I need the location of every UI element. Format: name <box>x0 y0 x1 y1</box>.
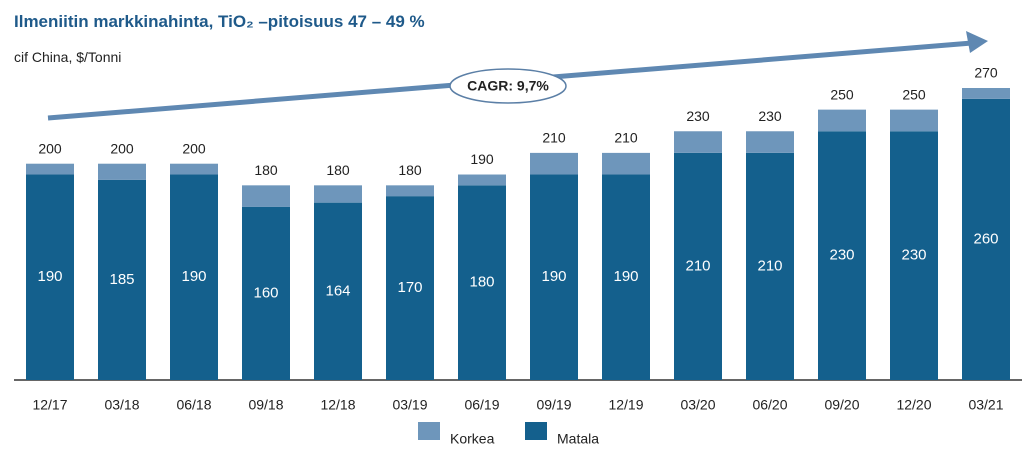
x-tick-label: 03/19 <box>392 397 427 413</box>
bar-korkea <box>890 109 938 132</box>
cagr-label: CAGR: 9,7% <box>467 78 549 94</box>
value-label-matala: 180 <box>469 274 494 291</box>
value-label-korkea: 190 <box>470 151 494 167</box>
value-label-matala: 185 <box>109 271 134 288</box>
value-label-matala: 190 <box>37 268 62 285</box>
legend-swatch <box>525 422 547 440</box>
x-tick-label: 06/19 <box>464 397 499 413</box>
value-label-korkea: 270 <box>974 65 998 81</box>
value-label-korkea: 180 <box>326 162 350 178</box>
bar-korkea <box>386 185 434 197</box>
bar-matala <box>314 202 362 380</box>
value-label-korkea: 250 <box>830 86 854 102</box>
value-label-korkea: 230 <box>758 108 782 124</box>
bar-matala <box>890 131 938 380</box>
chart-title: Ilmeniitin markkinahinta, TiO₂ –pitoisuu… <box>14 12 425 31</box>
value-label-korkea: 210 <box>542 130 566 146</box>
bar-matala <box>602 174 650 380</box>
value-label-matala: 170 <box>397 279 422 296</box>
value-label-korkea: 200 <box>38 140 62 156</box>
bar-korkea <box>602 152 650 175</box>
bar-matala <box>746 152 794 380</box>
x-tick-label: 06/20 <box>752 397 787 413</box>
x-tick-label: 12/19 <box>608 397 643 413</box>
bar-matala <box>962 98 1010 380</box>
value-label-korkea: 200 <box>110 140 134 156</box>
bar-korkea <box>314 185 362 203</box>
chart-subtitle: cif China, $/Tonni <box>14 49 121 65</box>
bar-matala <box>170 174 218 380</box>
bar-korkea <box>242 185 290 207</box>
bar-korkea <box>530 152 578 175</box>
bar-matala <box>530 174 578 380</box>
value-label-matala: 160 <box>253 284 278 301</box>
value-label-matala: 230 <box>901 247 926 264</box>
x-tick-label: 12/20 <box>896 397 931 413</box>
value-label-korkea: 210 <box>614 130 638 146</box>
bar-matala <box>26 174 74 380</box>
legend-swatch <box>418 422 440 440</box>
legend-label: Matala <box>557 431 599 447</box>
bar-korkea <box>98 163 146 180</box>
bar-korkea <box>818 109 866 132</box>
x-tick-label: 03/18 <box>104 397 139 413</box>
bar-korkea <box>962 88 1010 99</box>
value-label-matala: 190 <box>541 268 566 285</box>
value-label-matala: 190 <box>181 268 206 285</box>
bar-matala <box>242 206 290 380</box>
value-label-matala: 164 <box>325 282 350 299</box>
x-tick-label: 03/21 <box>968 397 1003 413</box>
value-label-korkea: 180 <box>254 162 278 178</box>
x-tick-label: 12/18 <box>320 397 355 413</box>
x-tick-label: 06/18 <box>176 397 211 413</box>
bar-matala <box>98 179 146 380</box>
x-tick-label: 09/18 <box>248 397 283 413</box>
x-tick-label: 03/20 <box>680 397 715 413</box>
value-label-matala: 230 <box>829 247 854 264</box>
value-label-korkea: 180 <box>398 162 422 178</box>
arrow-head <box>966 31 988 53</box>
bar-matala <box>458 185 506 380</box>
value-label-korkea: 250 <box>902 86 926 102</box>
value-label-korkea: 200 <box>182 140 206 156</box>
value-label-matala: 190 <box>613 268 638 285</box>
bar-matala <box>674 152 722 380</box>
legend-label: Korkea <box>450 431 495 447</box>
bar-matala <box>386 196 434 380</box>
value-label-matala: 210 <box>685 257 710 274</box>
value-label-matala: 210 <box>757 257 782 274</box>
cagr-bubble <box>449 68 567 104</box>
value-label-korkea: 230 <box>686 108 710 124</box>
x-tick-label: 09/19 <box>536 397 571 413</box>
bar-matala <box>818 131 866 380</box>
bar-korkea <box>170 163 218 175</box>
x-tick-label: 12/17 <box>32 397 67 413</box>
bar-korkea <box>458 174 506 186</box>
x-tick-label: 09/20 <box>824 397 859 413</box>
value-label-matala: 260 <box>973 230 998 247</box>
bar-korkea <box>746 131 794 153</box>
bar-korkea <box>674 131 722 153</box>
bar-korkea <box>26 163 74 175</box>
